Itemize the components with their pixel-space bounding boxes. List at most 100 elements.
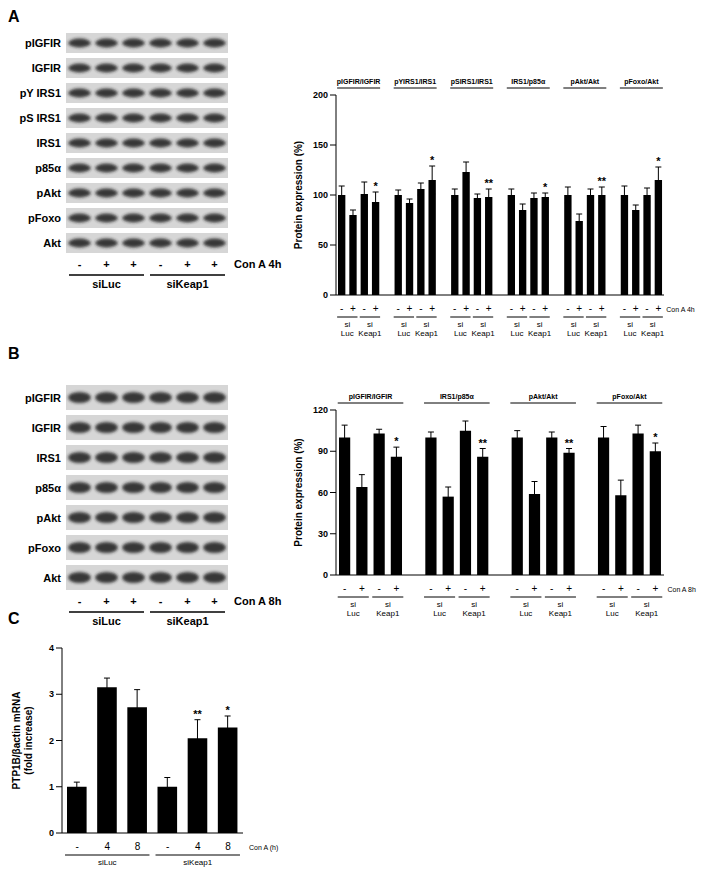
- svg-text:-: -: [429, 583, 432, 594]
- svg-text:siLuc: siLuc: [433, 600, 446, 618]
- svg-text:+: +: [532, 583, 538, 594]
- svg-text:siLuc: siLuc: [606, 600, 619, 618]
- svg-text:4: 4: [49, 643, 54, 653]
- svg-text:siKeap1: siKeap1: [166, 615, 208, 627]
- svg-text:siLuc: siLuc: [92, 615, 121, 627]
- svg-text:*: *: [430, 154, 435, 166]
- svg-text:*: *: [653, 431, 658, 443]
- svg-text:siLuc: siLuc: [519, 600, 532, 618]
- svg-text:**: **: [565, 437, 574, 449]
- svg-text:pFoxo: pFoxo: [28, 212, 61, 224]
- svg-text:200: 200: [313, 90, 328, 100]
- svg-text:siKeap1: siKeap1: [166, 278, 208, 290]
- svg-text:siKeap1: siKeap1: [635, 600, 659, 618]
- svg-text:-: -: [589, 303, 592, 314]
- svg-text:+: +: [566, 583, 572, 594]
- svg-text:+: +: [652, 583, 658, 594]
- svg-text:Con A 4h: Con A 4h: [234, 258, 282, 270]
- svg-text:-: -: [377, 583, 380, 594]
- svg-text:0: 0: [323, 290, 328, 300]
- svg-text:**: **: [484, 177, 493, 189]
- svg-text:siKeap1: siKeap1: [183, 858, 212, 867]
- svg-text:1: 1: [49, 782, 54, 792]
- svg-text:-: -: [166, 841, 169, 852]
- svg-text:siLuc: siLuc: [98, 858, 117, 867]
- svg-text:+: +: [359, 583, 365, 594]
- svg-text:siKeap1: siKeap1: [358, 320, 382, 338]
- svg-text:siLuc: siLuc: [92, 278, 121, 290]
- svg-text:-: -: [75, 841, 78, 852]
- svg-text:+: +: [407, 303, 413, 314]
- svg-text:+: +: [393, 583, 399, 594]
- svg-text:+: +: [130, 258, 136, 270]
- svg-text:4: 4: [195, 841, 201, 852]
- svg-text:pIGFIR: pIGFIR: [25, 392, 61, 404]
- svg-text:100: 100: [313, 190, 328, 200]
- svg-text:IRS1/p85α: IRS1/p85α: [511, 78, 546, 86]
- svg-text:Protein expression (%): Protein expression (%): [293, 438, 304, 546]
- svg-text:siKeap1: siKeap1: [585, 320, 609, 338]
- svg-text:+: +: [520, 303, 526, 314]
- svg-text:-: -: [464, 583, 467, 594]
- svg-text:siKeap1: siKeap1: [641, 320, 665, 338]
- svg-text:+: +: [576, 303, 582, 314]
- svg-text:pFoxo/Akt: pFoxo/Akt: [624, 78, 659, 86]
- svg-text:pYIRS1/IRS1: pYIRS1/IRS1: [394, 78, 436, 86]
- svg-text:siLuc: siLuc: [397, 320, 410, 338]
- svg-text:-: -: [78, 595, 82, 607]
- svg-text:0: 0: [49, 828, 54, 838]
- svg-text:90: 90: [318, 446, 328, 456]
- svg-text:pIGFIR/IGFIR: pIGFIR/IGFIR: [349, 393, 393, 401]
- svg-text:-: -: [516, 583, 519, 594]
- svg-text:(fold increase): (fold increase): [23, 706, 34, 774]
- svg-text:siLuc: siLuc: [347, 600, 360, 618]
- svg-text:4: 4: [104, 841, 110, 852]
- svg-text:+: +: [130, 595, 136, 607]
- svg-text:**: **: [193, 708, 202, 720]
- svg-text:siLuc: siLuc: [567, 320, 580, 338]
- svg-text:siLuc: siLuc: [341, 320, 354, 338]
- svg-text:150: 150: [313, 140, 328, 150]
- svg-text:+: +: [184, 595, 190, 607]
- svg-text:pAkt: pAkt: [37, 187, 62, 199]
- svg-text:-: -: [78, 258, 82, 270]
- svg-text:60: 60: [318, 488, 328, 498]
- svg-text:*: *: [225, 704, 230, 716]
- svg-text:-: -: [363, 303, 366, 314]
- svg-text:-: -: [159, 258, 163, 270]
- svg-text:PTP1B/βactin mRNA: PTP1B/βactin mRNA: [11, 692, 22, 790]
- svg-text:-: -: [340, 303, 343, 314]
- svg-text:+: +: [445, 583, 451, 594]
- svg-text:siLuc: siLuc: [624, 320, 637, 338]
- svg-text:siKeap1: siKeap1: [376, 600, 400, 618]
- svg-text:+: +: [599, 303, 605, 314]
- svg-text:pAkt/Akt: pAkt/Akt: [529, 393, 558, 401]
- svg-text:IRS1: IRS1: [37, 137, 61, 149]
- svg-text:+: +: [618, 583, 624, 594]
- svg-text:IGFIR: IGFIR: [32, 62, 61, 74]
- svg-text:Con A 4h: Con A 4h: [666, 306, 695, 313]
- svg-text:-: -: [645, 303, 648, 314]
- svg-text:-: -: [419, 303, 422, 314]
- svg-text:IGFIR: IGFIR: [32, 422, 61, 434]
- svg-text:pFoxo/Akt: pFoxo/Akt: [612, 393, 647, 401]
- svg-text:+: +: [184, 258, 190, 270]
- svg-text:30: 30: [318, 529, 328, 539]
- svg-text:Con A (h): Con A (h): [249, 844, 278, 852]
- svg-text:*: *: [394, 435, 399, 447]
- svg-text:pY IRS1: pY IRS1: [20, 87, 61, 99]
- svg-text:-: -: [566, 303, 569, 314]
- svg-text:+: +: [463, 303, 469, 314]
- svg-text:pIGFIR: pIGFIR: [25, 37, 61, 49]
- svg-text:p85α: p85α: [35, 162, 61, 174]
- svg-text:8: 8: [135, 841, 141, 852]
- svg-text:*: *: [543, 181, 548, 193]
- svg-text:siKeap1: siKeap1: [549, 600, 573, 618]
- svg-text:Protein expression (%): Protein expression (%): [293, 141, 304, 249]
- svg-text:Akt: Akt: [43, 572, 61, 584]
- svg-text:+: +: [211, 258, 217, 270]
- svg-text:-: -: [602, 583, 605, 594]
- svg-text:8: 8: [225, 841, 231, 852]
- svg-text:siLuc: siLuc: [511, 320, 524, 338]
- svg-text:siKeap1: siKeap1: [471, 320, 495, 338]
